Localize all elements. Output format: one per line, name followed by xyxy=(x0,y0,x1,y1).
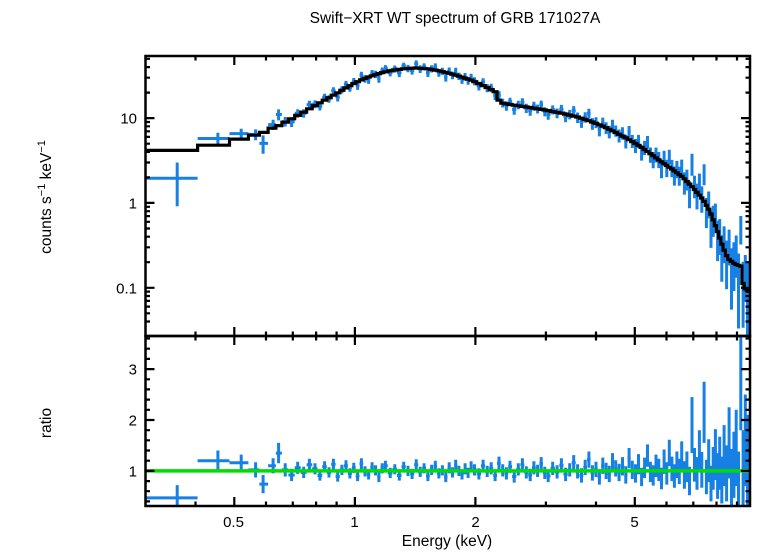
x-tick-label-5: 5 xyxy=(630,514,638,531)
y-tick-label-1: 1 xyxy=(129,196,137,213)
ratio-tick-label-1: 1 xyxy=(129,464,137,481)
ratio-data-points xyxy=(145,336,750,506)
ratio-tick-label-3: 3 xyxy=(129,362,137,379)
x-tick-label-1: 1 xyxy=(350,514,358,531)
ylabel-text: counts s xyxy=(38,196,55,254)
y-tick-label-0p1: 0.1 xyxy=(116,281,137,298)
ylabel-superscript: −1 xyxy=(36,140,48,153)
tick-marks xyxy=(145,56,750,506)
axis-ticks xyxy=(145,56,750,506)
x-tick-label-0p5: 0.5 xyxy=(223,514,244,531)
y-tick-label-10: 10 xyxy=(120,111,137,128)
model-line xyxy=(145,66,750,293)
ratio-y-axis-label: ratio xyxy=(38,408,55,438)
ratio-panel xyxy=(145,336,750,506)
x-axis-label: Energy (keV) xyxy=(402,533,492,550)
chart-title: Swift−XRT WT spectrum of GRB 171027A xyxy=(310,10,601,27)
spectrum-panel xyxy=(145,60,750,336)
ylabel-superscript: −1 xyxy=(36,184,48,197)
ylabel-text: keV xyxy=(38,152,55,184)
x-tick-label-2: 2 xyxy=(471,514,479,531)
spectrum-data-points xyxy=(145,60,750,336)
ratio-tick-label-2: 2 xyxy=(129,413,137,430)
ratio-panel-frame xyxy=(144,334,752,508)
spectrum-y-axis-label: counts s−1 keV−1 xyxy=(36,140,55,254)
spectrum-panel-frame xyxy=(144,54,752,338)
